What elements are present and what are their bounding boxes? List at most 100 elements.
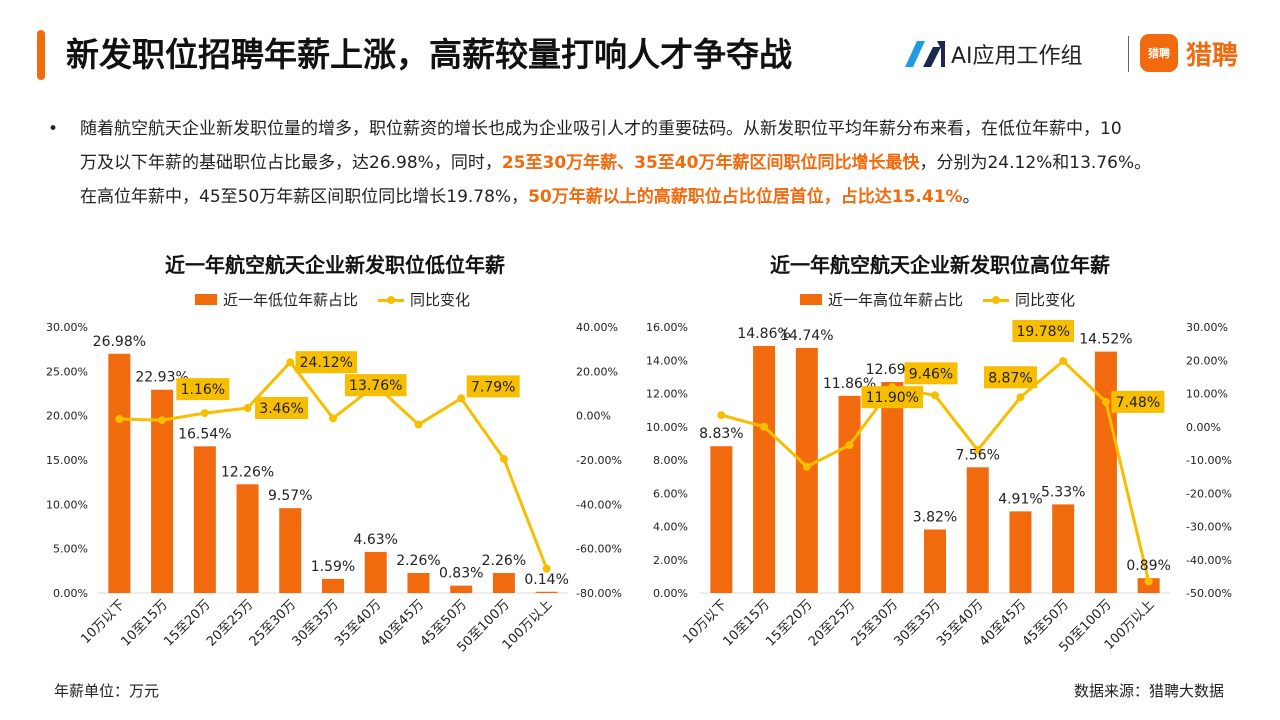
bar: [236, 484, 259, 593]
bar-data-label: 7.56%: [955, 447, 999, 463]
line-point: [845, 441, 854, 450]
bar-data-label: 0.89%: [1126, 558, 1170, 574]
title-accent-bar: [37, 30, 45, 80]
line-data-label: 1.16%: [181, 382, 225, 398]
line-point: [1059, 356, 1068, 365]
chart-1: 0.00% 5.00% 10.00% 15.00% 20.00% 25.00% 30.00%…: [46, 321, 622, 655]
line-point: [1144, 577, 1153, 586]
bar-data-label: 4.91%: [998, 491, 1042, 507]
line-data-label: 19.78%: [1016, 324, 1069, 340]
chart-1-title: 近一年航空航天企业新发职位低位年薪: [165, 253, 505, 277]
line-label-box: [176, 378, 230, 401]
line-point: [457, 394, 466, 403]
legend-line-label: 同比变化: [1015, 291, 1076, 309]
page-title: 新发职位招聘年薪上涨，高薪较量打响人才争夺战: [66, 35, 792, 74]
summary-line-2a: 万及以下年薪的基础职位占比最多，达26.98%，同时，: [80, 153, 502, 173]
speech-bubble-icon: 猎聘: [1140, 34, 1178, 72]
right-axis-tick-label: -50.00%: [1186, 587, 1232, 600]
bar-data-label: 14.52%: [1079, 332, 1132, 348]
bar-data-label: 22.93%: [135, 370, 188, 386]
bar: [710, 446, 733, 593]
bar-data-label: 16.54%: [178, 426, 231, 442]
left-axis-tick-label: 25.00%: [46, 365, 88, 378]
line-label-box: [295, 351, 358, 374]
line-label-box: [904, 362, 958, 385]
right-axis-tick-label: 10.00%: [1186, 388, 1228, 401]
line-point: [760, 422, 769, 431]
legend-bar-label: 近一年低位年薪占比: [223, 291, 359, 309]
line-data-label: 7.79%: [471, 379, 515, 395]
line-label-box: [983, 366, 1037, 389]
bar-data-label: 5.33%: [1041, 484, 1085, 500]
right-axis-tick-label: -30.00%: [1186, 521, 1232, 534]
line-label-box: [1012, 319, 1074, 342]
right-axis-tick-label: -40.00%: [1186, 554, 1232, 567]
chart-2: 0.00% 2.00% 4.00% 6.00% 8.00% 10.00% 12.00% 14.…: [646, 319, 1232, 655]
summary-line-2: 万及以下年薪的基础职位占比最多，达26.98%，同时，25至30万年薪、35至4…: [80, 146, 1258, 180]
liepin-brand-name: 猎聘: [1186, 40, 1239, 71]
line-label-box: [1111, 390, 1165, 413]
line-data-label: 11.90%: [866, 390, 919, 406]
bar: [108, 353, 131, 593]
line-point: [717, 411, 726, 420]
line-point: [802, 462, 811, 471]
left-axis-tick-label: 14.00%: [646, 354, 688, 367]
bar-data-label: 0.14%: [524, 572, 568, 588]
line-point: [158, 416, 167, 425]
line-point: [542, 564, 551, 573]
bar-data-label: 2.26%: [396, 553, 440, 569]
right-axis-tick-label: -20.00%: [576, 454, 622, 467]
left-axis-tick-label: 4.00%: [653, 521, 688, 534]
bar: [279, 508, 302, 593]
chart-1-legend: 近一年低位年薪占比 同比变化: [195, 289, 470, 310]
summary-line-3c: 。: [962, 187, 980, 207]
bar: [753, 345, 776, 593]
line-point: [243, 403, 252, 412]
summary-line-2c: ，分别为24.12%和13.76%。: [919, 153, 1152, 173]
bar-data-label: 26.98%: [93, 334, 146, 350]
line-point: [414, 420, 423, 429]
right-axis-tick-label: 0.00%: [576, 410, 611, 423]
bar-data-label: 8.83%: [699, 426, 743, 442]
bar-data-label: 0.83%: [439, 566, 483, 582]
summary-highlight-2: 50万年薪以上的高薪职位占比位居首位，占比达15.41%: [528, 187, 963, 207]
chart-2-legend: 近一年高位年薪占比 同比变化: [800, 289, 1075, 310]
bar: [966, 467, 989, 593]
bar: [881, 382, 904, 593]
line-data-label: 8.87%: [988, 370, 1032, 386]
legend-bar-label: 近一年高位年薪占比: [828, 291, 964, 309]
bar: [838, 395, 861, 593]
data-source: 数据来源：猎聘大数据: [1074, 682, 1225, 700]
left-axis-tick-label: 10.00%: [646, 421, 688, 434]
brand-divider: [1128, 36, 1129, 72]
bar-data-label: 4.63%: [353, 532, 397, 548]
liepin-brand: 猎聘 猎聘: [1140, 33, 1238, 73]
bar: [1052, 504, 1075, 593]
bar: [322, 578, 344, 593]
bar-data-label: 9.57%: [268, 488, 312, 504]
left-axis-tick-label: 6.00%: [653, 487, 688, 500]
bar: [1137, 578, 1160, 593]
line-data-label: 3.46%: [259, 401, 303, 417]
line-point: [115, 414, 124, 423]
bar-data-label: 14.86%: [737, 326, 790, 342]
left-axis-tick-label: 10.00%: [46, 498, 88, 511]
right-axis-tick-label: 30.00%: [1186, 321, 1228, 334]
line-label-box: [344, 374, 407, 397]
summary-line-1: 随着航空航天企业新发职位量的增多，职位薪资的增长也成为企业吸引人才的重要砝码。从…: [80, 119, 1122, 139]
bar: [450, 585, 473, 593]
line-point: [200, 409, 209, 418]
bar-data-label: 14.74%: [780, 328, 833, 344]
right-axis-tick-label: 20.00%: [576, 365, 618, 378]
right-axis-tick-label: -60.00%: [576, 543, 622, 556]
summary-line-3: 在高位年薪中，45至50万年薪区间职位同比增长19.78%，50万年薪以上的高薪…: [80, 180, 1258, 214]
unit-note: 年薪单位：万元: [54, 682, 160, 700]
bar: [492, 572, 515, 593]
line-data-label: 13.76%: [349, 378, 402, 394]
legend-bar-swatch: [195, 294, 217, 305]
left-axis-tick-label: 0.00%: [653, 587, 688, 600]
right-axis-tick-label: 0.00%: [1186, 421, 1221, 434]
line-point: [931, 391, 939, 400]
legend-bar-swatch: [800, 294, 822, 305]
legend-line-swatch: [983, 294, 1010, 306]
